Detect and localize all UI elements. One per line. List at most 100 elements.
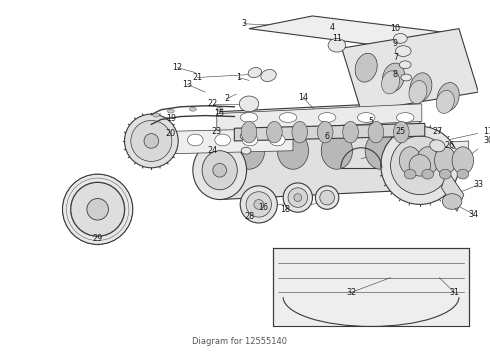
Ellipse shape — [410, 73, 432, 102]
Text: 9: 9 — [393, 39, 398, 48]
Ellipse shape — [279, 113, 297, 122]
Text: 23: 23 — [212, 127, 222, 136]
Ellipse shape — [355, 53, 377, 82]
Text: 12: 12 — [172, 63, 183, 72]
Ellipse shape — [168, 109, 174, 113]
Text: 29: 29 — [93, 234, 103, 243]
Ellipse shape — [422, 169, 434, 179]
Ellipse shape — [404, 169, 416, 179]
Text: 21: 21 — [192, 73, 202, 82]
Text: 19: 19 — [166, 114, 176, 123]
Polygon shape — [386, 141, 469, 165]
Text: 27: 27 — [432, 127, 442, 136]
Ellipse shape — [395, 46, 411, 57]
Ellipse shape — [294, 194, 302, 202]
Ellipse shape — [399, 61, 411, 69]
Ellipse shape — [393, 33, 407, 43]
Text: 26: 26 — [444, 141, 454, 150]
Ellipse shape — [401, 74, 412, 81]
Ellipse shape — [430, 140, 445, 152]
Text: 30: 30 — [483, 136, 490, 145]
Text: 16: 16 — [259, 203, 269, 212]
Ellipse shape — [396, 113, 414, 122]
Ellipse shape — [144, 134, 159, 148]
Polygon shape — [220, 102, 420, 199]
Text: 24: 24 — [208, 146, 218, 155]
Ellipse shape — [320, 190, 335, 205]
Ellipse shape — [288, 188, 308, 207]
Ellipse shape — [383, 63, 405, 92]
Ellipse shape — [254, 199, 264, 209]
Ellipse shape — [283, 183, 313, 212]
Text: 8: 8 — [393, 70, 398, 79]
Text: 32: 32 — [346, 288, 357, 297]
Ellipse shape — [241, 147, 251, 154]
Text: 14: 14 — [298, 93, 308, 102]
Text: 7: 7 — [393, 53, 398, 62]
Ellipse shape — [71, 183, 124, 236]
Text: 1: 1 — [236, 73, 241, 82]
Ellipse shape — [261, 69, 276, 81]
Ellipse shape — [423, 149, 437, 158]
Ellipse shape — [409, 154, 431, 176]
Polygon shape — [176, 128, 293, 154]
Ellipse shape — [321, 132, 352, 169]
Text: 3: 3 — [242, 19, 246, 28]
Polygon shape — [441, 170, 464, 211]
Text: 31: 31 — [449, 288, 459, 297]
Ellipse shape — [440, 169, 451, 179]
Ellipse shape — [399, 147, 421, 174]
Ellipse shape — [398, 149, 412, 158]
Ellipse shape — [233, 132, 265, 169]
Text: 15: 15 — [215, 109, 225, 118]
Ellipse shape — [248, 68, 262, 78]
Text: 34: 34 — [468, 210, 479, 219]
Ellipse shape — [131, 121, 172, 161]
Ellipse shape — [442, 194, 462, 209]
Text: 25: 25 — [395, 127, 405, 136]
Ellipse shape — [417, 147, 439, 174]
Ellipse shape — [368, 121, 384, 143]
Ellipse shape — [216, 107, 223, 111]
Ellipse shape — [202, 151, 237, 190]
Text: 6: 6 — [324, 131, 330, 140]
Ellipse shape — [241, 121, 257, 143]
Ellipse shape — [409, 81, 427, 104]
Ellipse shape — [242, 134, 258, 146]
Text: 33: 33 — [473, 180, 484, 189]
Polygon shape — [217, 104, 422, 131]
Ellipse shape — [292, 121, 308, 143]
Ellipse shape — [437, 82, 459, 111]
Ellipse shape — [87, 199, 108, 220]
Ellipse shape — [270, 134, 285, 146]
Polygon shape — [342, 29, 478, 112]
Ellipse shape — [328, 39, 345, 52]
Ellipse shape — [213, 163, 226, 177]
Ellipse shape — [452, 147, 473, 174]
Text: 10: 10 — [391, 24, 400, 33]
Text: 4: 4 — [329, 23, 335, 32]
Ellipse shape — [457, 169, 469, 179]
Ellipse shape — [215, 134, 230, 146]
Text: 20: 20 — [166, 129, 176, 138]
Ellipse shape — [318, 113, 336, 122]
Polygon shape — [234, 123, 425, 141]
Ellipse shape — [436, 90, 454, 113]
Ellipse shape — [435, 147, 456, 174]
Ellipse shape — [239, 96, 259, 112]
Text: 18: 18 — [280, 205, 290, 214]
Text: 11: 11 — [332, 34, 342, 43]
Ellipse shape — [382, 71, 400, 94]
Text: 17: 17 — [483, 127, 490, 136]
Ellipse shape — [318, 121, 333, 143]
Ellipse shape — [153, 113, 160, 117]
Ellipse shape — [124, 114, 178, 168]
Ellipse shape — [365, 132, 396, 169]
Ellipse shape — [63, 174, 133, 244]
Text: 28: 28 — [244, 212, 254, 221]
Text: 22: 22 — [208, 99, 218, 108]
Ellipse shape — [357, 113, 375, 122]
Ellipse shape — [316, 186, 339, 209]
Ellipse shape — [246, 192, 271, 217]
Ellipse shape — [190, 107, 196, 111]
